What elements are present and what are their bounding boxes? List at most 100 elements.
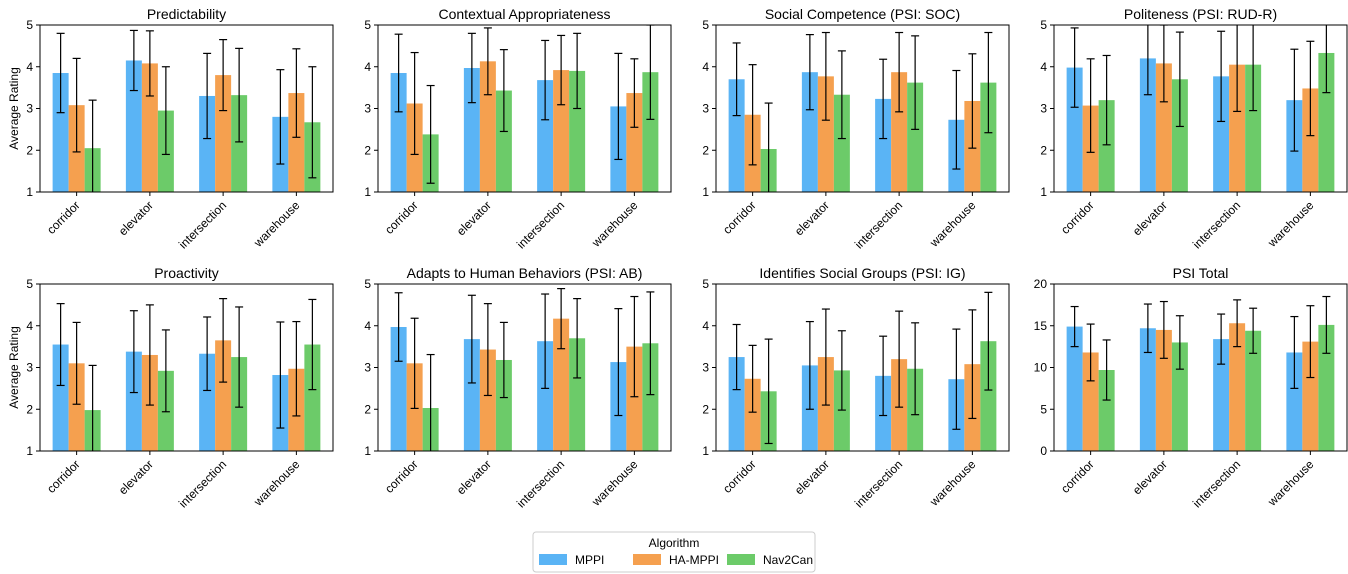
error-bar <box>952 328 961 430</box>
x-tick-label: corridor <box>720 198 759 237</box>
bar <box>537 341 554 451</box>
bar <box>569 338 586 451</box>
error-bar <box>1159 25 1168 103</box>
error-bar <box>499 321 508 399</box>
error-bar <box>968 53 977 149</box>
chart-panel: Social Competence (PSI: SOC) 1 2 3 4 5 corrido… <box>702 6 1010 252</box>
legend-entry: Nav2Can <box>727 553 813 567</box>
y-tick-label: 3 <box>26 102 33 116</box>
y-tick-label: 1 <box>364 185 371 199</box>
error-bar <box>467 294 476 384</box>
legend-swatch <box>727 554 755 565</box>
y-tick-label: 3 <box>702 102 709 116</box>
bar <box>817 76 834 192</box>
y-tick-label: 4 <box>1040 60 1047 74</box>
bar <box>728 79 745 192</box>
y-tick-label: 5 <box>1040 18 1047 32</box>
bar <box>495 90 512 192</box>
bar <box>1066 67 1083 192</box>
y-tick-label: 1 <box>364 444 371 458</box>
error-bar <box>1217 313 1226 365</box>
x-tick-label: corridor <box>382 457 421 496</box>
bar <box>875 98 892 192</box>
y-tick-label: 1 <box>1040 185 1047 199</box>
bar <box>1318 52 1335 192</box>
error-bar <box>984 291 993 391</box>
chart-panel: Adapts to Human Behaviors (PSI: AB) 1 2 3 4 5… <box>364 265 672 511</box>
error-bar <box>1233 25 1242 113</box>
bar <box>833 94 850 192</box>
error-bar <box>1233 299 1242 348</box>
y-tick-label: 10 <box>1034 361 1048 375</box>
bar <box>1098 100 1115 192</box>
error-bar <box>426 353 435 451</box>
bar <box>1229 64 1246 192</box>
bar <box>1155 63 1172 192</box>
error-bar <box>1143 25 1152 96</box>
bar <box>907 82 924 192</box>
panel-title: PSI Total <box>1173 265 1229 281</box>
legend-entry: MPPI <box>539 553 604 567</box>
error-bar <box>276 321 285 429</box>
y-tick-label: 1 <box>702 185 709 199</box>
y-tick-label: 5 <box>26 18 33 32</box>
error-bar <box>1306 40 1315 137</box>
legend-entry: HA-MPPI <box>633 553 719 567</box>
y-tick-label: 2 <box>1040 143 1047 157</box>
error-bar <box>541 39 550 121</box>
x-tick-label: intersection <box>852 457 905 510</box>
error-bar <box>88 99 97 192</box>
error-bar <box>821 31 830 121</box>
bar <box>52 344 69 451</box>
y-axis-label: Average Rating <box>7 67 21 150</box>
y-tick-label: 4 <box>702 319 709 333</box>
x-tick-label: intersection <box>1190 457 1243 510</box>
bar <box>479 349 496 451</box>
bar <box>463 339 480 451</box>
legend-title: Algorithm <box>649 536 700 550</box>
y-tick-label: 15 <box>1034 319 1048 333</box>
bar <box>215 75 232 192</box>
bar <box>479 61 496 192</box>
y-tick-label: 5 <box>364 277 371 291</box>
error-bar <box>984 31 993 134</box>
error-bar <box>1070 305 1079 348</box>
bar <box>495 359 512 451</box>
error-bar <box>732 323 741 391</box>
chart-panel: Predictability 1 2 3 4 5 corridor elevator inter… <box>7 6 334 252</box>
x-tick-label: intersection <box>852 198 905 251</box>
y-tick-label: 1 <box>26 444 33 458</box>
error-bar <box>911 322 920 416</box>
error-bar <box>541 293 550 389</box>
error-bar <box>879 335 888 417</box>
error-bar <box>56 32 65 114</box>
error-bar <box>394 33 403 113</box>
x-tick-label: intersection <box>176 457 229 510</box>
x-tick-label: corridor <box>44 198 83 237</box>
error-bar <box>1070 27 1079 108</box>
error-bar <box>1086 323 1095 382</box>
error-bar <box>467 32 476 104</box>
error-bar <box>308 298 317 391</box>
bar <box>569 70 586 192</box>
y-tick-label: 3 <box>364 102 371 116</box>
error-bar <box>630 295 639 398</box>
bar <box>642 343 659 451</box>
bar <box>1213 339 1230 451</box>
bar <box>231 95 248 192</box>
y-tick-label: 5 <box>702 18 709 32</box>
x-tick-label: corridor <box>1058 457 1097 496</box>
panel-title: Social Competence (PSI: SOC) <box>765 6 960 22</box>
x-tick-label: elevator <box>792 457 832 497</box>
bar <box>288 93 305 192</box>
x-tick-label: intersection <box>1190 198 1243 251</box>
bar <box>199 353 216 451</box>
error-bar <box>1086 58 1095 153</box>
x-tick-label: intersection <box>514 457 567 510</box>
error-bar <box>161 66 170 156</box>
chart-panel: Politeness (PSI: RUD-R) 1 2 3 4 5 corridor elev… <box>1040 6 1348 252</box>
x-tick-label: intersection <box>514 198 567 251</box>
bar <box>1082 352 1099 451</box>
error-bar <box>145 30 154 97</box>
x-tick-label: warehouse <box>588 198 640 250</box>
